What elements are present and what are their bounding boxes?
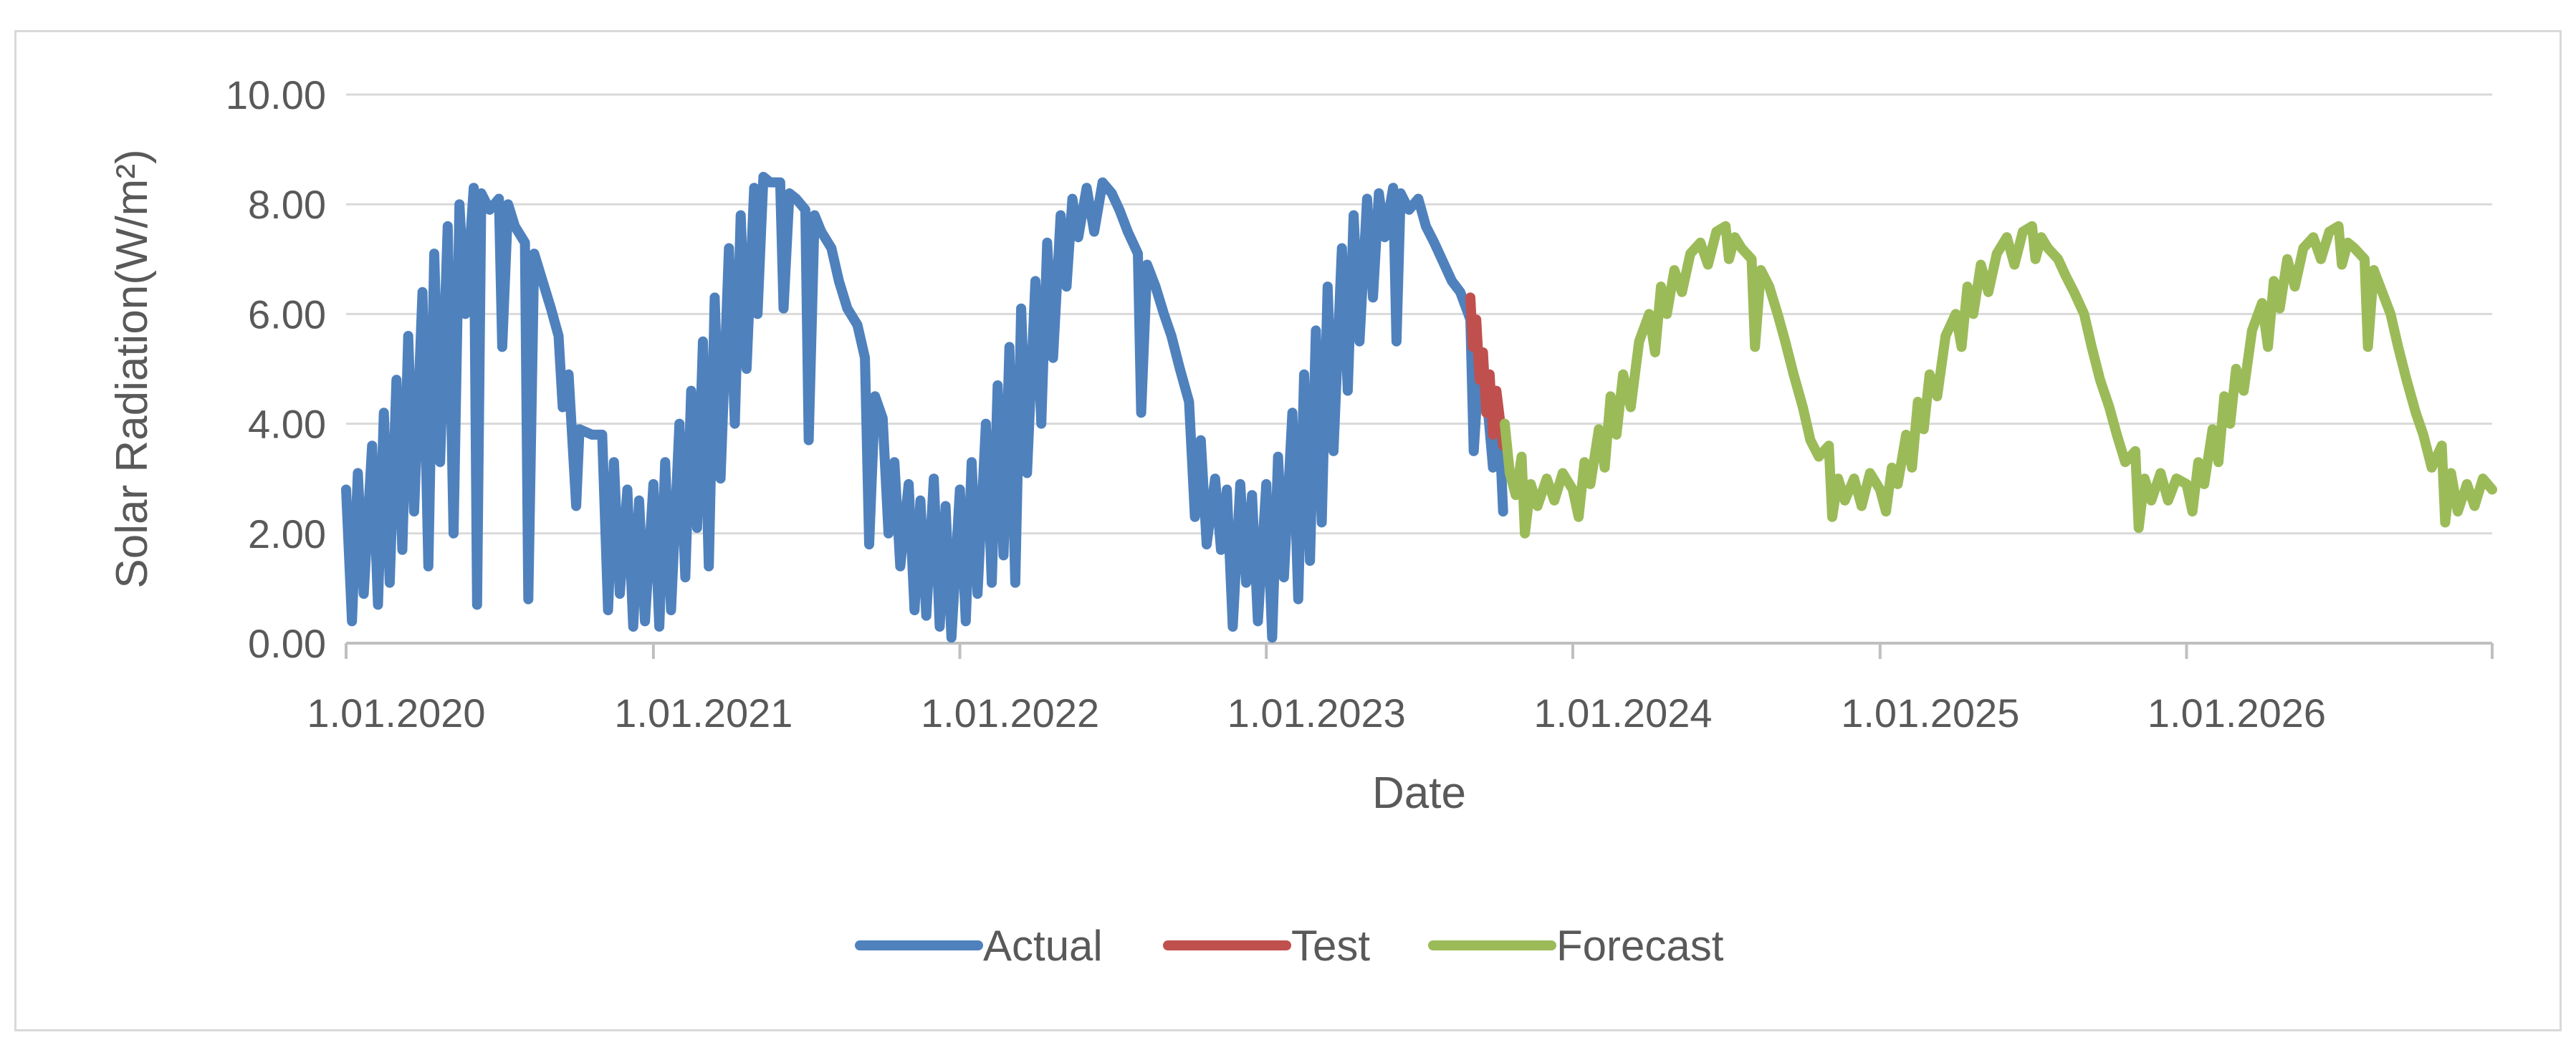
legend: Actual Test Forecast: [855, 922, 1724, 970]
x-tick-label: 1.01.2021: [614, 690, 793, 736]
series-line-actual: [341, 171, 1508, 643]
series-layer: [341, 171, 2497, 643]
y-axis: 0.00 2.00 4.00 6.00 8.00 10.00: [226, 72, 326, 666]
x-tick-label: 1.01.2023: [1227, 690, 1406, 736]
y-tick-label: 2.00: [248, 511, 326, 557]
y-tick-label: 0.00: [248, 621, 326, 666]
x-axis-title: Date: [1372, 769, 1466, 818]
y-tick-label: 4.00: [248, 402, 326, 447]
series-line-forecast: [1500, 221, 2497, 539]
x-tick-label: 1.01.2025: [1841, 690, 2019, 736]
x-tick-label: 1.01.2020: [307, 690, 485, 736]
y-tick-label: 8.00: [248, 182, 326, 227]
legend-label-forecast: Forecast: [1556, 922, 1724, 970]
y-axis-title: Solar Radiation(W/m²): [107, 149, 157, 588]
legend-label-actual: Actual: [983, 922, 1103, 970]
x-axis: 1.01.2020 1.01.2021 1.01.2022 1.01.2023 1.01…: [307, 642, 2494, 736]
series-line-test: [1465, 292, 1508, 451]
y-tick-label: 10.00: [226, 72, 326, 117]
x-tick-label: 1.01.2024: [1533, 690, 1712, 736]
x-tick-label: 1.01.2026: [2148, 690, 2326, 736]
legend-label-test: Test: [1291, 922, 1370, 970]
x-tick-label: 1.01.2022: [921, 690, 1099, 736]
y-tick-label: 6.00: [248, 292, 326, 337]
